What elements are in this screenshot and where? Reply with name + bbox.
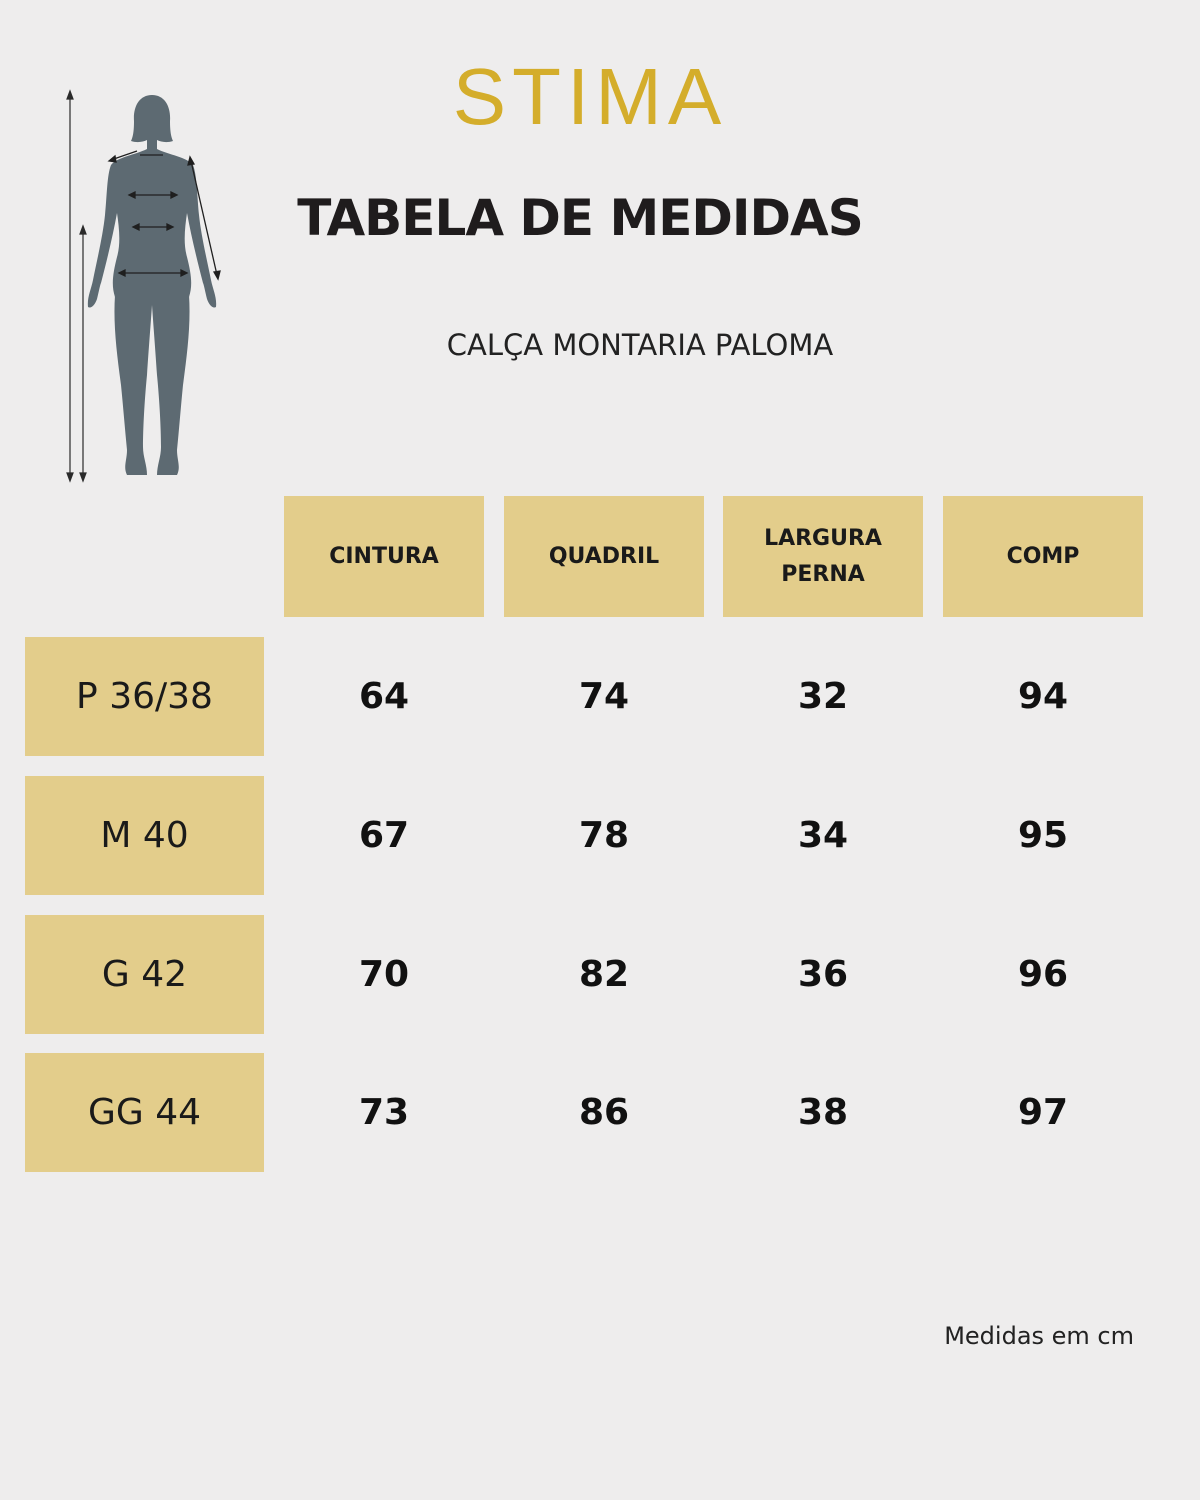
row-header-size: P 36/38 [25,637,264,756]
table-cell: 73 [358,1092,410,1133]
row-header-size: G 42 [25,915,264,1034]
table-cell: 38 [797,1092,849,1133]
column-header-cintura: CINTURA [284,496,484,617]
table-cell: 64 [358,676,410,717]
table-cell: 74 [578,676,630,717]
brand-logo: STIMA [452,52,728,141]
table-cell: 78 [578,815,630,856]
product-name: CALÇA MONTARIA PALOMA [446,328,834,362]
table-cell: 82 [578,954,630,995]
row-header-size: GG 44 [25,1053,264,1172]
table-cell: 70 [358,954,410,995]
table-cell: 96 [1017,954,1069,995]
table-cell: 67 [358,815,410,856]
row-header-size: M 40 [25,776,264,895]
column-header-comp: COMP [943,496,1143,617]
table-cell: 34 [797,815,849,856]
table-cell: 95 [1017,815,1069,856]
column-header-largura-perna: LARGURA PERNA [723,496,923,617]
table-cell: 97 [1017,1092,1069,1133]
column-header-quadril: QUADRIL [504,496,704,617]
body-measurement-icon [66,89,221,483]
table-cell: 94 [1017,676,1069,717]
table-cell: 32 [797,676,849,717]
table-cell: 86 [578,1092,630,1133]
table-cell: 36 [797,954,849,995]
page-title: TABELA DE MEDIDAS [297,189,863,247]
units-footnote: Medidas em cm [944,1322,1134,1350]
